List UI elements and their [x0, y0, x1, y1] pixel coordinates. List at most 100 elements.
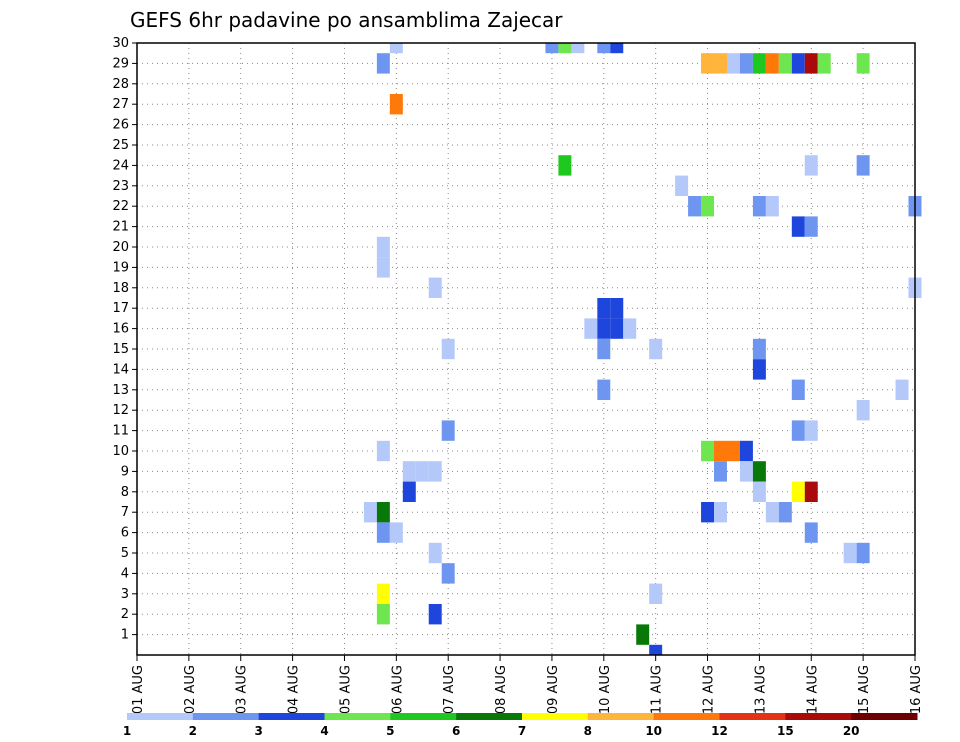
precip-cell [752, 481, 766, 502]
x-tick-label: 12 AUG [702, 665, 717, 714]
precip-cell [791, 420, 805, 441]
precipitation-cells [363, 43, 922, 655]
precip-cell [428, 461, 442, 482]
precip-cell [791, 481, 805, 502]
x-tick-label: 01 AUG [131, 665, 146, 714]
precip-cell [610, 43, 624, 54]
y-tick-label: 16 [112, 322, 129, 337]
colorbar-label: 7 [518, 724, 526, 738]
precip-cell [636, 624, 650, 645]
precip-cell [584, 318, 598, 339]
precip-cell [441, 563, 455, 584]
x-tick-label: 05 AUG [338, 665, 353, 714]
y-tick-label: 6 [121, 526, 129, 541]
precip-cell [765, 502, 779, 523]
precip-cell [402, 481, 416, 502]
precip-cell [804, 53, 818, 74]
x-tick-label: 06 AUG [390, 665, 405, 714]
precip-cell [428, 542, 442, 564]
precip-cell [701, 196, 715, 217]
precip-cell [623, 318, 637, 339]
precip-cell [649, 338, 663, 360]
precip-cell [597, 338, 611, 360]
precip-cell [778, 53, 792, 74]
y-tick-label: 29 [112, 56, 129, 71]
precip-cell [791, 216, 805, 237]
precip-cell [714, 53, 727, 74]
precip-cell [610, 318, 624, 339]
x-tick-label: 08 AUG [494, 665, 509, 714]
precip-cell [363, 502, 377, 523]
precip-cell [376, 236, 390, 258]
colorbar-swatch [785, 713, 852, 720]
x-tick-label: 15 AUG [857, 665, 872, 714]
precip-cell [856, 53, 870, 74]
precip-cell [701, 440, 715, 462]
colorbar-swatch [719, 713, 786, 720]
precip-cell [843, 542, 857, 564]
y-tick-label: 9 [121, 464, 129, 479]
y-tick-label: 20 [112, 240, 129, 255]
colorbar-label: 5 [386, 724, 394, 738]
precip-cell [389, 94, 403, 115]
precip-cell [441, 338, 455, 360]
colorbar-swatch [258, 713, 325, 720]
x-tick-label: 09 AUG [546, 665, 561, 714]
colorbar-swatch [522, 713, 589, 720]
precip-cell [701, 53, 715, 74]
colorbar: 1 2 3 4 5 6 7 8 10 12 15 20 [123, 713, 918, 738]
x-tick-label: 16 AUG [909, 665, 924, 714]
y-tick-label: 10 [112, 444, 129, 459]
y-tick-label: 2 [121, 607, 129, 622]
y-tick-label: 3 [121, 587, 129, 602]
precip-cell [895, 379, 909, 400]
x-tick-label: 07 AUG [442, 665, 457, 714]
colorbar-label: 6 [452, 724, 460, 738]
colorbar-swatch [851, 713, 918, 720]
precip-cell [597, 298, 611, 319]
colorbar-swatch [127, 713, 194, 720]
precip-cell [739, 440, 753, 462]
precip-cell [688, 196, 702, 217]
colorbar-swatch [324, 713, 391, 720]
precip-cell [856, 155, 870, 176]
precip-cell [558, 43, 572, 54]
x-tick-label: 04 AUG [287, 665, 302, 714]
y-tick-label: 5 [121, 546, 129, 561]
precip-cell [415, 461, 429, 482]
y-tick-label: 14 [112, 362, 129, 377]
precip-cell [558, 155, 572, 176]
colorbar-label: 20 [843, 724, 860, 738]
precip-cell [817, 53, 831, 74]
y-tick-label: 30 [112, 36, 129, 51]
colorbar-label: 3 [254, 724, 262, 738]
precip-cell [804, 216, 818, 237]
precip-cell [597, 379, 611, 400]
precip-cell [649, 644, 663, 655]
y-tick-label: 18 [112, 281, 129, 296]
x-tick-label: 14 AUG [805, 665, 820, 714]
precip-cell [739, 461, 753, 482]
colorbar-label: 10 [645, 724, 662, 738]
precip-cell [791, 53, 805, 74]
x-tick-label: 02 AUG [183, 665, 198, 714]
precip-cell [701, 502, 715, 523]
x-axis-ticks: 01 AUG 02 AUG 03 AUG 04 AUG 05 AUG 06 AUG 07 A… [131, 655, 924, 714]
y-tick-label: 4 [121, 566, 129, 581]
precip-cell [376, 604, 390, 625]
precip-cell [739, 53, 753, 74]
x-tick-label: 10 AUG [598, 665, 613, 714]
colorbar-swatch [456, 713, 523, 720]
precip-cell [428, 277, 442, 298]
precip-cell [714, 440, 727, 462]
y-tick-label: 8 [121, 485, 129, 500]
precip-cell [376, 522, 390, 543]
precip-cell [376, 257, 390, 278]
precip-cell [402, 461, 416, 482]
precip-cell [610, 298, 624, 319]
colorbar-label: 12 [711, 724, 728, 738]
precip-cell [376, 53, 390, 74]
precip-cell [726, 440, 740, 462]
colorbar-label: 8 [584, 724, 592, 738]
precip-cell [752, 338, 766, 360]
